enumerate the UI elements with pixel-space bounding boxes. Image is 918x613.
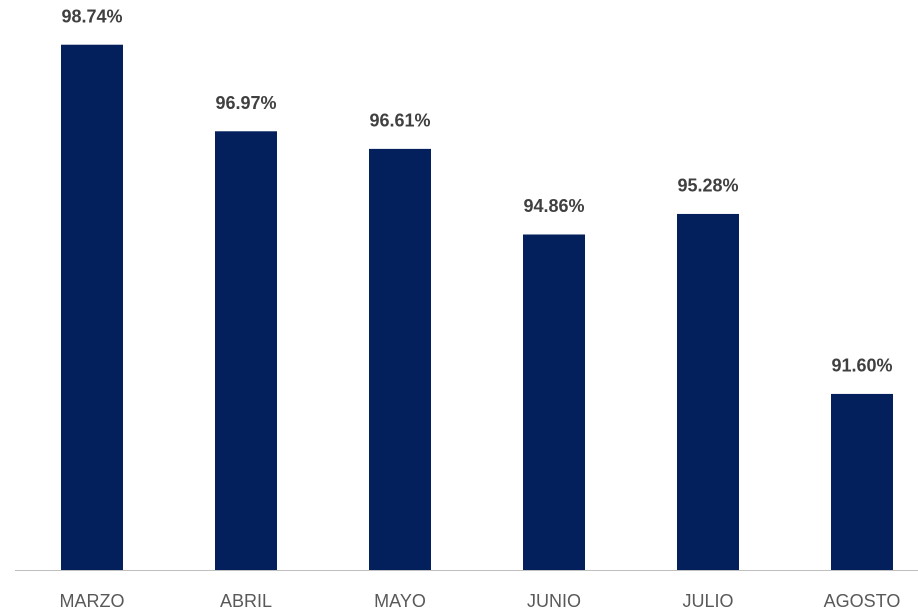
data-label: 96.97%	[215, 93, 276, 113]
data-label: 91.60%	[831, 356, 892, 376]
x-tick-label: MARZO	[60, 591, 125, 611]
data-label: 96.61%	[369, 111, 430, 131]
bar	[369, 148, 431, 570]
bar	[215, 131, 277, 570]
x-tick-label: JUNIO	[527, 591, 581, 611]
x-tick-label: MAYO	[374, 591, 426, 611]
bar	[831, 393, 893, 570]
bar	[523, 234, 585, 570]
x-tick-label: JULIO	[682, 591, 733, 611]
data-label: 98.74%	[61, 6, 122, 26]
x-tick-label: AGOSTO	[824, 591, 901, 611]
data-label: 94.86%	[523, 196, 584, 216]
x-tick-label: ABRIL	[220, 591, 272, 611]
bar	[677, 213, 739, 570]
data-label: 95.28%	[677, 176, 738, 196]
bar	[61, 44, 123, 570]
